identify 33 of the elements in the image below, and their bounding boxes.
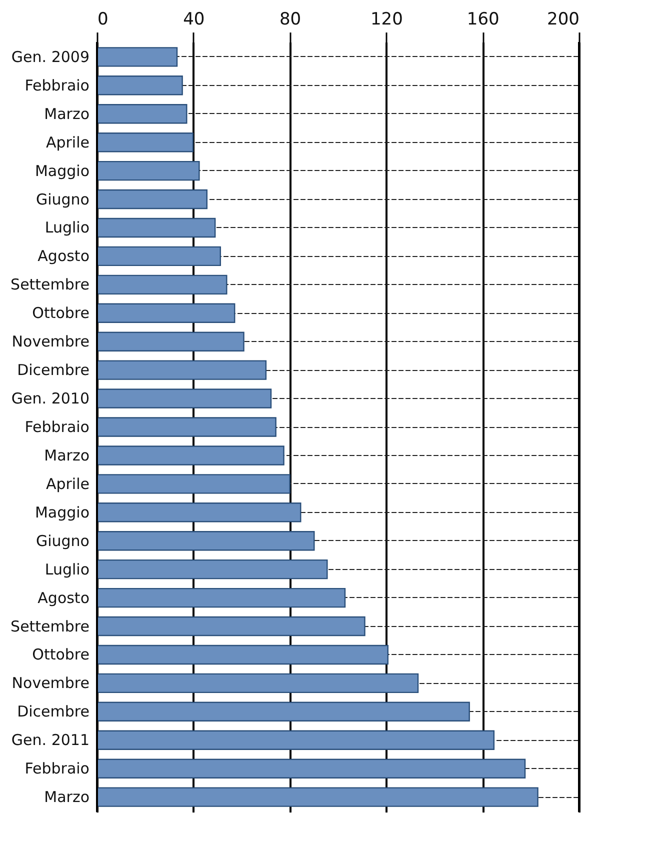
y-tick-label: Marzo — [44, 446, 90, 464]
x-tick-label: 0 — [98, 10, 108, 30]
x-tick-label: 200 — [547, 10, 580, 30]
y-tick-label: Dicembre — [17, 361, 90, 380]
y-tick-label: Gen. 2009 — [11, 48, 90, 66]
y-tick-label: Aprile — [46, 133, 90, 152]
y-tick-label: Settembre — [10, 617, 90, 636]
y-tick-label: Febbraio — [24, 76, 90, 94]
y-tick-label: Gen. 2011 — [11, 731, 90, 750]
y-tick-label: Febbraio — [24, 418, 90, 436]
x-tick-label: 120 — [370, 10, 403, 30]
y-tick-label: Gen. 2010 — [11, 390, 90, 408]
x-tick-label: 40 — [183, 10, 205, 30]
y-tick-label: Settembre — [10, 276, 90, 294]
y-tick-label: Novembre — [12, 674, 90, 692]
y-tick-label: Maggio — [34, 162, 90, 180]
x-tick-label: 160 — [466, 10, 500, 30]
y-tick-label: Luglio — [44, 560, 90, 578]
y-tick-label: Febbraio — [24, 760, 90, 778]
y-tick-label: Marzo — [44, 788, 90, 806]
y-tick-label: Giugno — [36, 532, 90, 550]
x-tick-label: 80 — [279, 10, 302, 30]
y-tick-label: Agosto — [38, 247, 90, 266]
y-tick-label: Novembre — [12, 332, 90, 351]
y-tick-label: Agosto — [38, 588, 90, 607]
y-tick-label: Luglio — [44, 218, 90, 237]
y-tick-label: Dicembre — [17, 702, 90, 721]
y-tick-label: Giugno — [36, 190, 90, 208]
y-tick-label: Marzo — [44, 104, 90, 123]
y-tick-label: Aprile — [46, 474, 90, 493]
y-tick-label: Ottobre — [32, 646, 90, 664]
y-tick-label: Ottobre — [32, 304, 90, 322]
y-tick-label: Maggio — [34, 503, 90, 522]
